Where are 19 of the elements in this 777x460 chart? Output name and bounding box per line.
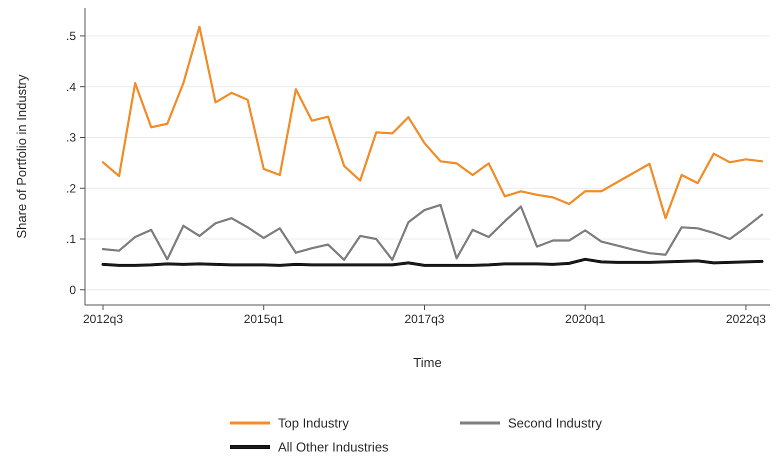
x-tick-label: 2017q3 [404,312,445,326]
y-tick-label: .1 [66,232,76,246]
x-tick-label: 2022q3 [726,312,766,326]
y-tick-label: .5 [66,29,76,44]
y-tick-label: .3 [66,130,76,145]
y-tick-label: .2 [66,181,76,196]
y-tick-label: 0 [69,282,76,297]
line-series [102,26,764,220]
x-tick-label: 2015q1 [244,312,284,326]
x-axis-title: Time [413,355,442,370]
x-tick-label: 2020q1 [565,312,606,326]
y-tick-label: .4 [66,80,76,94]
legend-label: All Other Industries [278,440,390,455]
y-axis-title: Share of Portfolio in Industry [14,74,29,239]
legend-label: Second Industry [508,416,602,431]
line-series [102,204,764,261]
line-series [102,258,764,267]
x-tick-label: 2012q3 [82,312,124,326]
legend-label: Top Industry [278,416,350,431]
